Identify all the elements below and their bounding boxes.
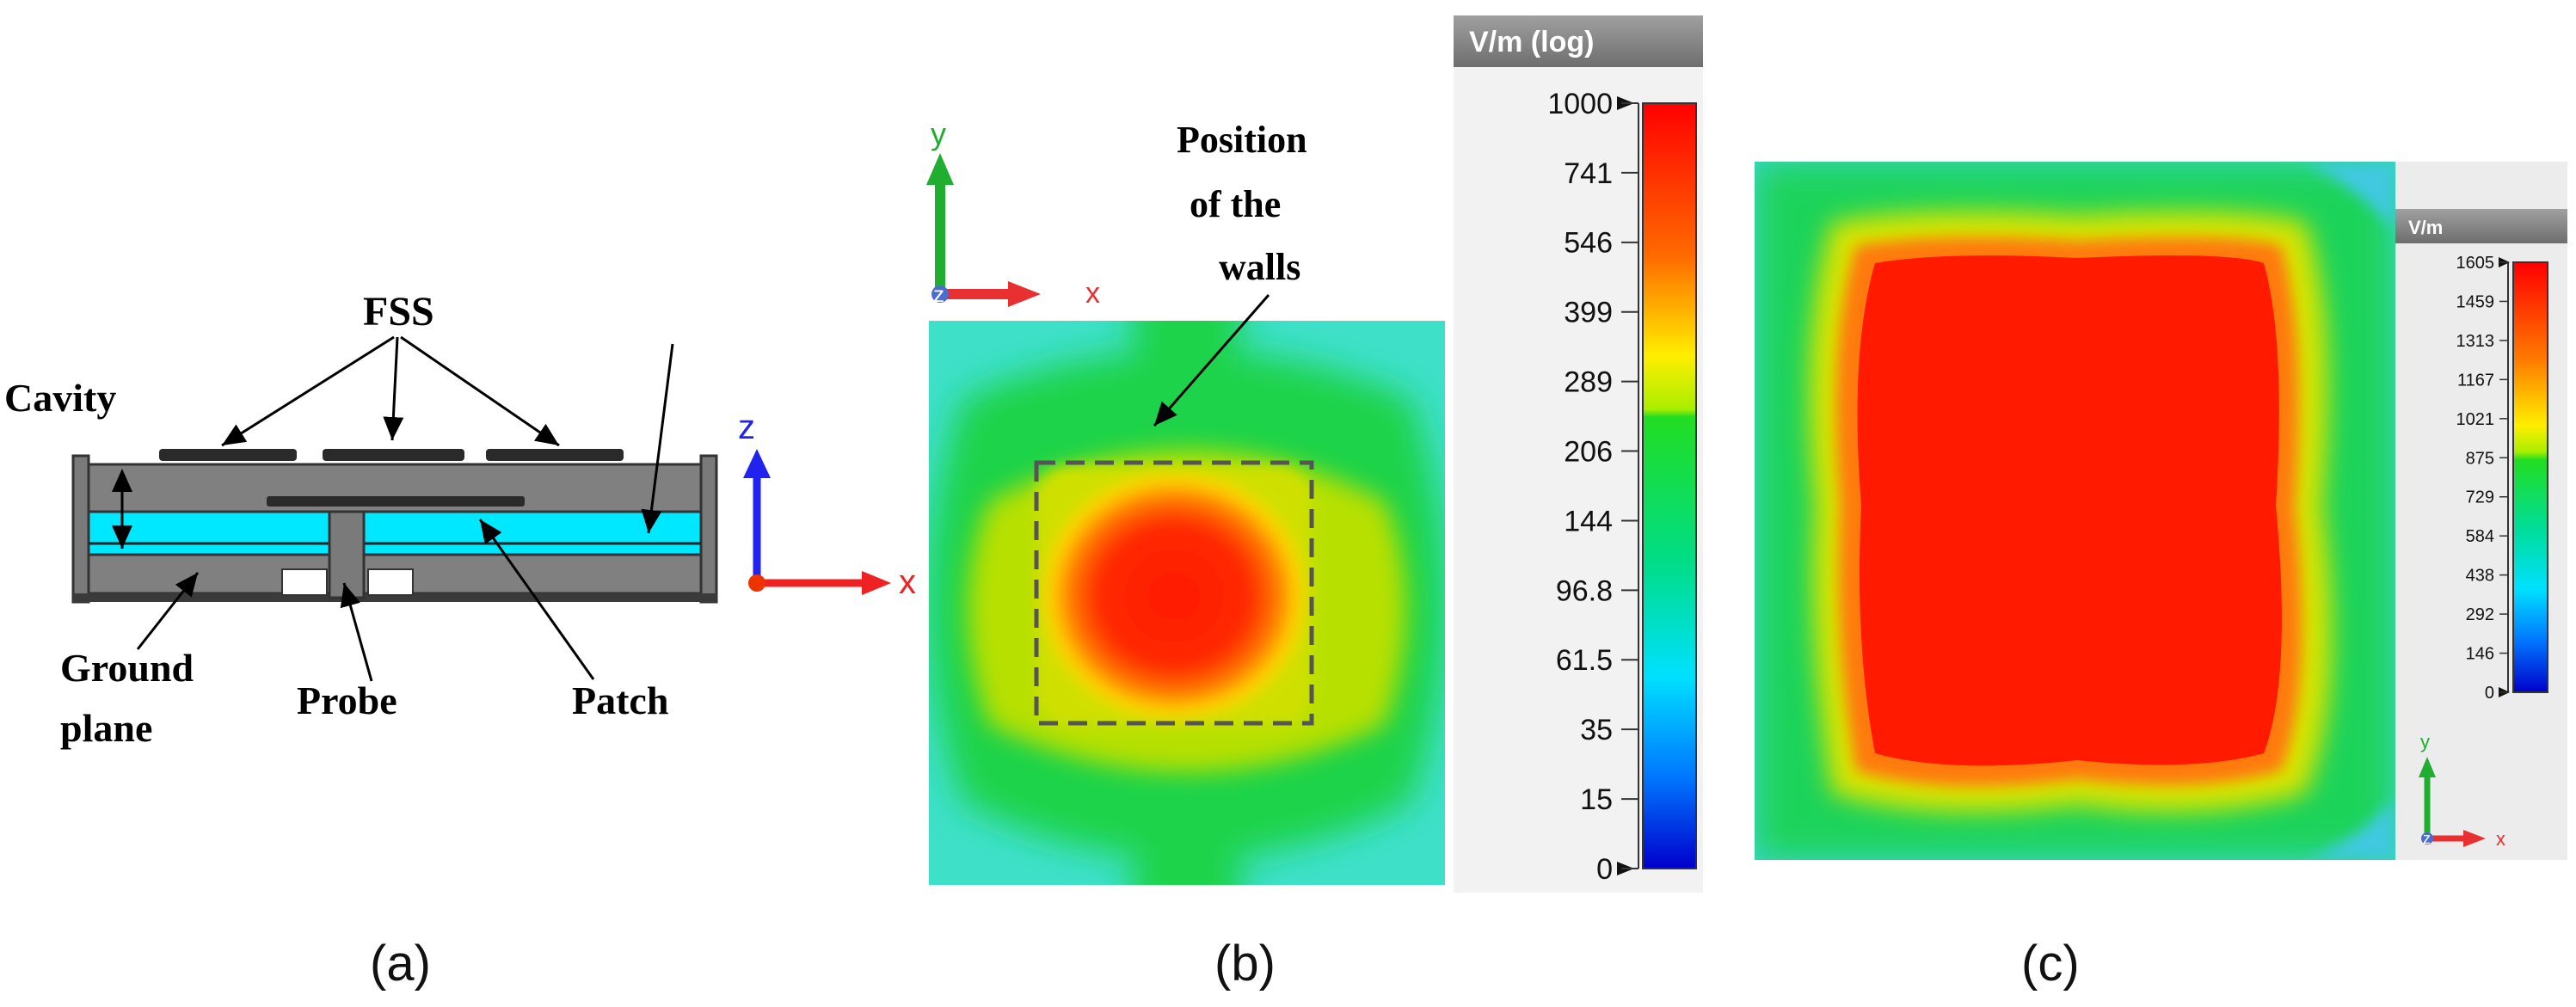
legend-c: V/m 1605 1459 1313 1167 1021 875 729 584 438 292 1…: [2395, 162, 2567, 860]
legend-tick-label: 438: [2466, 567, 2494, 586]
annotation-line-2: of the: [1190, 183, 1281, 225]
axis-z-label: z: [933, 281, 944, 307]
legend-tick-label: 61.5: [1556, 644, 1613, 677]
ground-gap-left: [281, 568, 328, 596]
legend-tick-label: 584: [2466, 527, 2494, 546]
legend-tick-label: 1605: [2456, 254, 2495, 273]
ground-label: Ground: [60, 646, 194, 690]
cavity-label: Cavity: [4, 376, 116, 420]
leader-arrows: [112, 335, 674, 682]
field-map-c: [1755, 162, 2395, 860]
plane-label: plane: [60, 706, 152, 750]
legend-tick-label: 729: [2466, 488, 2494, 507]
axis-z-label: z: [2423, 830, 2431, 847]
legend-tick-label: 1021: [2456, 410, 2495, 429]
panel-c-field-plot: V/m 1605 1459 1313 1167 1021 875 729 584 438 292 1…: [1755, 162, 2567, 860]
legend-tick-label: 96.8: [1556, 574, 1613, 607]
axis-x-label: x: [1085, 277, 1100, 310]
legend-unit: V/m (log): [1469, 26, 1594, 58]
bottom-edge: [73, 593, 716, 602]
legend-tick-label: 1000: [1547, 88, 1613, 120]
axis-z-label: z: [738, 408, 755, 446]
field-map-b: [929, 321, 1445, 885]
caption-a: (a): [370, 936, 431, 992]
legend-tick-label: 292: [2466, 605, 2494, 624]
panel-b-field-plot: z y x Position of the walls: [926, 15, 1703, 893]
annotation-line-3: walls: [1219, 246, 1300, 288]
legend-tick-label: 741: [1564, 157, 1613, 190]
legend-tick-label: 1313: [2456, 332, 2495, 351]
legend-tick-label: 546: [1564, 227, 1613, 260]
legend-tick-label: 289: [1564, 366, 1613, 399]
axis-x-label: x: [899, 563, 916, 601]
legend-tick-label: 206: [1564, 435, 1613, 468]
left-wall: [71, 454, 90, 604]
legend-tick-label: 399: [1564, 297, 1613, 329]
legend-tick-label: 875: [2466, 449, 2494, 468]
caption-c: (c): [2021, 936, 2080, 992]
axis-y-label: y: [2420, 731, 2430, 752]
legend-tick-label: 0: [2485, 684, 2494, 703]
color-scale-bar: [2512, 261, 2548, 693]
color-scale-bar: [1642, 102, 1697, 869]
legend-tick-label: 1167: [2457, 371, 2494, 390]
fss-strip-2: [323, 449, 464, 461]
axis-triad-b: z y x: [926, 116, 1100, 310]
annotation-line-1: Position: [1177, 119, 1307, 161]
panel-a-cross-section: FSS Cavity Ground plane Probe Patch z x: [4, 289, 916, 750]
caption-b: (b): [1214, 936, 1276, 992]
legend-tick-label: 15: [1580, 783, 1613, 816]
legend-tick-label: 35: [1580, 714, 1613, 746]
fss-label: FSS: [363, 289, 434, 335]
legend-b: V/m (log) 1000 741 546 399 289 206 144 96.8 61.5…: [1454, 15, 1703, 893]
fss-strip-1: [159, 449, 297, 461]
legend-tick-label: 0: [1596, 853, 1613, 886]
wall-position-box: [1034, 460, 1314, 726]
legend-tick-label: 1459: [2456, 292, 2495, 311]
patch-label: Patch: [572, 678, 668, 722]
axis-triad-a: z x: [738, 408, 916, 601]
substrate: [87, 510, 703, 556]
probe: [328, 510, 366, 599]
legend-unit: V/m: [2408, 217, 2443, 238]
ground-gap-right: [367, 568, 414, 596]
patch: [267, 496, 525, 507]
fss-strip-3: [486, 449, 624, 461]
axis-triad-c: z y x: [2419, 731, 2505, 850]
probe-label: Probe: [297, 678, 397, 722]
legend-tick-label: 144: [1564, 505, 1613, 537]
axis-y-label: y: [931, 116, 946, 151]
annotation-arrow: [1153, 294, 1270, 427]
axis-x-label: x: [2496, 828, 2505, 850]
legend-tick-label: 146: [2466, 645, 2494, 664]
right-wall: [699, 454, 718, 604]
